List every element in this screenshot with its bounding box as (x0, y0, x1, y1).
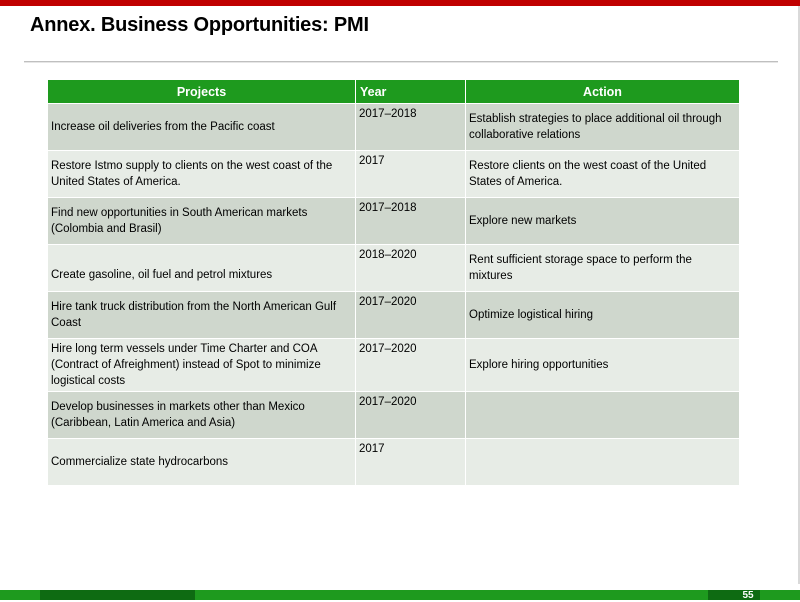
footer-bar (0, 590, 800, 600)
table-row: Hire tank truck distribution from the No… (47, 291, 740, 339)
year-cell: 2017–2020 (355, 391, 466, 439)
opportunities-table: Projects Year Action Increase oil delive… (47, 79, 740, 486)
year-cell: 2017–2020 (355, 291, 466, 339)
table-row: Increase oil deliveries from the Pacific… (47, 103, 740, 151)
year-cell: 2017 (355, 150, 466, 198)
slide-edge (798, 6, 800, 590)
action-cell: Explore new markets (465, 197, 740, 245)
table-row: Commercialize state hydrocarbons 2017 (47, 438, 740, 486)
slide-title: Annex. Business Opportunities: PMI (30, 14, 369, 36)
header-projects: Projects (47, 79, 356, 104)
year-cell: 2017–2018 (355, 103, 466, 151)
header-year: Year (355, 79, 466, 104)
project-cell: Commercialize state hydrocarbons (47, 438, 356, 486)
action-cell: Explore hiring opportunities (465, 338, 740, 392)
action-cell: Rent sufficient storage space to perform… (465, 244, 740, 292)
project-cell: Hire long term vessels under Time Charte… (47, 338, 356, 392)
year-cell: 2017 (355, 438, 466, 486)
project-cell: Restore Istmo supply to clients on the w… (47, 150, 356, 198)
project-cell: Find new opportunities in South American… (47, 197, 356, 245)
table-header-row: Projects Year Action (47, 79, 740, 104)
table-row: Find new opportunities in South American… (47, 197, 740, 245)
year-cell: 2017–2018 (355, 197, 466, 245)
year-cell: 2017–2020 (355, 338, 466, 392)
project-cell: Increase oil deliveries from the Pacific… (47, 103, 356, 151)
page-number: 55 (742, 590, 754, 601)
footer-accent-right (708, 590, 760, 600)
action-cell: Optimize logistical hiring (465, 291, 740, 339)
header-action: Action (465, 79, 740, 104)
footer-spacer (0, 584, 800, 590)
table-row: Develop businesses in markets other than… (47, 391, 740, 439)
table-row: Hire long term vessels under Time Charte… (47, 338, 740, 392)
project-cell: Hire tank truck distribution from the No… (47, 291, 356, 339)
title-divider (24, 61, 778, 62)
action-cell: Establish strategies to place additional… (465, 103, 740, 151)
year-cell: 2018–2020 (355, 244, 466, 292)
action-cell (465, 391, 740, 439)
action-cell (465, 438, 740, 486)
footer-accent-left (40, 590, 195, 600)
project-cell: Develop businesses in markets other than… (47, 391, 356, 439)
action-cell: Restore clients on the west coast of the… (465, 150, 740, 198)
top-accent-bar (0, 0, 800, 6)
title-divider-shadow (24, 62, 778, 63)
project-cell: Create gasoline, oil fuel and petrol mix… (47, 244, 356, 292)
table-row: Create gasoline, oil fuel and petrol mix… (47, 244, 740, 292)
table-row: Restore Istmo supply to clients on the w… (47, 150, 740, 198)
